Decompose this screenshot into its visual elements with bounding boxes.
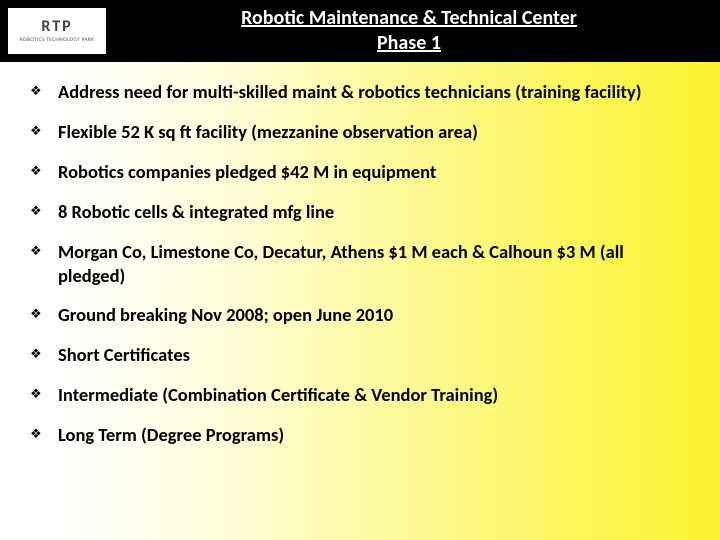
bullet-item: ❖ Morgan Co, Limestone Co, Decatur, Athe… [28,240,692,287]
bullet-item: ❖ Intermediate (Combination Certificate … [28,383,692,407]
bullet-text: Long Term (Degree Programs) [58,423,284,447]
bullet-item: ❖ Short Certificates [28,343,692,367]
bullet-item: ❖ Address need for multi-skilled maint &… [28,80,692,104]
header-bar: RTP ROBOTICS TECHNOLOGY PARK Robotic Mai… [0,0,720,62]
bullet-text: 8 Robotic cells & integrated mfg line [58,200,334,224]
title-wrap: Robotic Maintenance & Technical Center P… [106,6,712,56]
bullet-marker-icon: ❖ [28,240,58,264]
bullet-text: Short Certificates [58,343,190,367]
bullet-marker-icon: ❖ [28,303,58,327]
bullet-marker-icon: ❖ [28,343,58,367]
bullet-marker-icon: ❖ [28,383,58,407]
bullet-text: Address need for multi-skilled maint & r… [58,80,641,104]
bullet-marker-icon: ❖ [28,423,58,447]
bullet-item: ❖ Flexible 52 K sq ft facility (mezzanin… [28,120,692,144]
bullet-item: ❖ 8 Robotic cells & integrated mfg line [28,200,692,224]
bullet-item: ❖ Ground breaking Nov 2008; open June 20… [28,303,692,327]
logo-main-text: RTP [41,19,72,35]
bullet-item: ❖ Long Term (Degree Programs) [28,423,692,447]
bullet-marker-icon: ❖ [28,80,58,104]
bullet-marker-icon: ❖ [28,120,58,144]
bullet-text: Flexible 52 K sq ft facility (mezzanine … [58,120,478,144]
content-area: ❖ Address need for multi-skilled maint &… [0,62,720,447]
bullet-text: Morgan Co, Limestone Co, Decatur, Athens… [58,240,692,287]
bullet-marker-icon: ❖ [28,160,58,184]
bullet-item: ❖ Robotics companies pledged $42 M in eq… [28,160,692,184]
bullet-text: Intermediate (Combination Certificate & … [58,383,498,407]
logo: RTP ROBOTICS TECHNOLOGY PARK [8,8,106,54]
title-line-1: Robotic Maintenance & Technical Center [106,6,712,31]
logo-sub-text: ROBOTICS TECHNOLOGY PARK [20,37,95,43]
title-line-2: Phase 1 [106,31,712,56]
bullet-text: Robotics companies pledged $42 M in equi… [58,160,436,184]
bullet-marker-icon: ❖ [28,200,58,224]
bullet-text: Ground breaking Nov 2008; open June 2010 [58,303,393,327]
